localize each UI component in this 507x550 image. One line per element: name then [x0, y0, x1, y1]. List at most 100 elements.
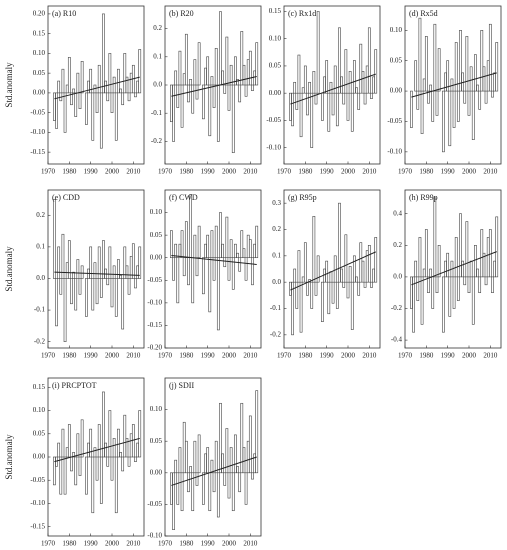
bar [195, 84, 199, 100]
bar [310, 281, 314, 309]
bar [444, 72, 447, 92]
bar [57, 246, 61, 279]
y-tick-label: 0.00 [150, 468, 163, 476]
bar [191, 84, 195, 114]
bar [193, 440, 197, 474]
bar [348, 266, 352, 283]
bar [182, 421, 186, 474]
y-tick-label: 0.3 [272, 199, 281, 207]
bar [102, 391, 105, 458]
y-tick-label: -0.10 [30, 128, 45, 136]
bar [429, 84, 432, 92]
x-tick-label: 2000 [462, 168, 477, 176]
x-tick-label: 1970 [398, 168, 413, 176]
bar [488, 23, 492, 92]
plot-frame [404, 189, 502, 349]
y-tick-label: -0.2 [391, 304, 403, 312]
bar [340, 76, 343, 94]
bar [78, 456, 82, 476]
bar [314, 92, 318, 105]
bar [174, 70, 178, 86]
bar [301, 87, 305, 94]
bar [210, 76, 214, 86]
bar [227, 472, 231, 499]
bar [344, 49, 348, 94]
bar [253, 70, 256, 86]
bar [182, 257, 186, 277]
bar [65, 84, 69, 94]
trend-line [171, 456, 257, 486]
bar [119, 88, 122, 94]
bar [253, 453, 256, 474]
x-tick-label: 1980 [179, 168, 194, 176]
y-tick-label: 0.00 [269, 89, 282, 97]
bar [136, 80, 139, 94]
y-tick-label: 0.1 [36, 242, 45, 250]
panel-title: (b) R20 [169, 9, 194, 18]
bar [480, 229, 484, 278]
x-tick-label: 1980 [62, 352, 77, 360]
bar [242, 447, 246, 474]
bar [89, 428, 93, 458]
y-tick-label: -0.10 [147, 532, 162, 540]
bar [134, 92, 137, 98]
bar [246, 440, 250, 474]
panel-title: (h) R99p [409, 193, 438, 202]
x-tick-label: 1970 [158, 352, 173, 360]
bar [219, 212, 222, 259]
y-tick-label: 0.10 [33, 49, 46, 57]
bar [310, 92, 314, 148]
x-tick-label: 1990 [84, 168, 99, 176]
bar [214, 440, 218, 474]
bar [93, 447, 97, 458]
bar [180, 472, 184, 512]
bar [206, 447, 210, 474]
bar [325, 60, 329, 94]
x-tick-label: 1990 [201, 352, 216, 360]
y-tick-label: 0.1 [153, 52, 162, 60]
bar [303, 65, 307, 94]
y-tick-label: 0.10 [269, 34, 282, 42]
y-tick-label: -0.05 [30, 476, 45, 484]
x-tick-label: 1990 [320, 168, 335, 176]
bar [99, 456, 103, 504]
bar [227, 257, 231, 281]
bar [189, 466, 192, 474]
bar [114, 278, 118, 317]
bar [136, 442, 139, 458]
bar [119, 275, 122, 279]
bar [182, 73, 186, 86]
bar [480, 30, 484, 92]
bar [78, 92, 82, 110]
x-tick-label: 1980 [62, 540, 77, 548]
bar [370, 92, 373, 99]
bar [53, 199, 56, 279]
plot-frame [404, 5, 502, 165]
bar [121, 92, 125, 106]
bar [123, 53, 127, 94]
y-tick-label: 0.1 [272, 251, 281, 259]
bar [206, 56, 210, 86]
bar [471, 276, 475, 325]
bar [202, 257, 205, 295]
bar [482, 252, 486, 278]
bar [108, 246, 112, 279]
bar [495, 42, 499, 92]
trend-line [290, 73, 376, 105]
panel: -0.20 -0.15 -0.10 -0.05 0.00 0.05 0.10 1970 1980… [147, 189, 262, 360]
panel-title: (i) PRCPTOT [52, 381, 97, 390]
bar [210, 459, 214, 474]
bar [225, 428, 229, 474]
bar [433, 197, 437, 278]
y-tick-label: -0.20 [147, 344, 162, 352]
y-tick-label: 0.2 [272, 225, 281, 233]
x-tick-label: 2010 [126, 540, 141, 548]
bar [474, 245, 477, 278]
bar [248, 239, 252, 259]
bar [361, 260, 365, 283]
bar [333, 255, 337, 283]
x-tick-label: 1970 [398, 352, 413, 360]
y-tick-label: -0.2 [151, 137, 163, 145]
x-tick-label: 1980 [298, 168, 313, 176]
bar [191, 257, 195, 304]
